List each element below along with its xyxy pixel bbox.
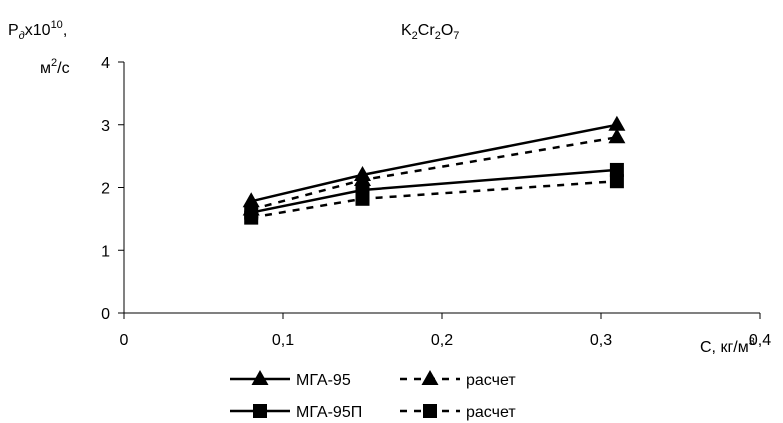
y-tick-label: 1 (101, 243, 110, 260)
legend-marker (421, 370, 439, 385)
legend-label: МГА-95П (296, 404, 362, 421)
y-tick-label: 0 (101, 306, 110, 323)
y-tick-label: 3 (101, 118, 110, 135)
series-line-3 (250, 168, 617, 214)
legend-marker (423, 404, 437, 418)
series-2-point (354, 170, 371, 186)
x-tick-label: 0,4 (749, 332, 771, 349)
legend-label: расчет (466, 372, 516, 389)
series-1-point (242, 192, 260, 208)
y-tick-label: 2 (101, 181, 110, 198)
series-3-point (609, 162, 624, 177)
x-tick-label: 0,1 (272, 332, 294, 349)
series-4-point (244, 210, 259, 225)
y-axis-label: Pдx1010, (8, 19, 67, 42)
series-line-4 (250, 179, 617, 219)
series-4-point (609, 174, 624, 189)
x-ticks: 0 0,1 0,2 0,3 0,4 (120, 313, 771, 349)
y-tick-label: 4 (101, 55, 110, 72)
x-tick-label: 0,2 (431, 332, 453, 349)
x-tick-label: 0,3 (590, 332, 612, 349)
legend: МГА-95 расчет МГА-95П расчет (230, 370, 516, 421)
series-1-point (608, 115, 626, 131)
series-lines (250, 123, 618, 219)
x-tick-label: 0 (120, 332, 129, 349)
series-line-1 (250, 123, 618, 203)
legend-marker (253, 404, 267, 418)
series-4-point (355, 191, 370, 206)
chart-title: K2Cr2O7 (401, 22, 459, 42)
y-axis-unit: м2/с (40, 57, 70, 77)
y-ticks: 0 1 2 3 4 (101, 55, 124, 323)
legend-label: МГА-95 (296, 372, 351, 389)
x-axis-label: C, кг/м3 (700, 336, 755, 356)
series-markers (242, 115, 626, 225)
legend-label: расчет (466, 404, 516, 421)
legend-marker (251, 370, 269, 385)
series-2-point (608, 128, 626, 144)
